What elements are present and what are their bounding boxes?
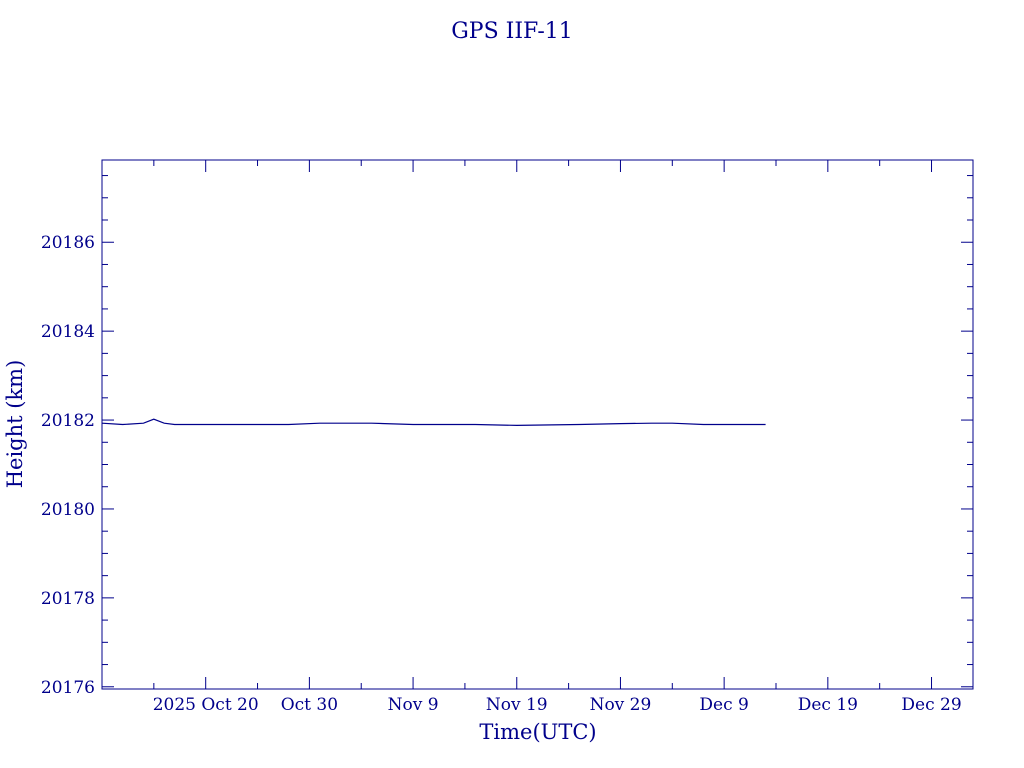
y-tick-label: 20180 — [41, 500, 95, 520]
y-tick-label: 20184 — [41, 322, 95, 342]
chart-title: GPS IIF-11 — [451, 19, 573, 44]
plot-frame — [101, 159, 974, 690]
y-tick-label: 20176 — [41, 678, 95, 698]
x-tick-label: Nov 19 — [486, 695, 548, 715]
y-tick-label: 20186 — [41, 233, 95, 253]
series-group — [101, 418, 766, 427]
x-tick-label: Oct 30 — [281, 695, 338, 715]
x-tick-label: Dec 9 — [699, 695, 748, 715]
x-tick-label: Nov 29 — [590, 695, 652, 715]
x-tick-label: 2025 Oct 20 — [153, 695, 259, 715]
y-tick-label: 20182 — [41, 411, 95, 431]
series-line — [101, 418, 766, 427]
x-axis: 2025 Oct 20 Oct 30 Nov 9 Nov 19 Nov 29 Dec 9 D… — [153, 160, 962, 715]
y-axis-label: Height (km) — [3, 360, 27, 489]
minor-ticks — [102, 160, 973, 689]
x-tick-label: Nov 9 — [388, 695, 439, 715]
x-tick-label: Dec 29 — [901, 695, 961, 715]
y-axis: 20176 20178 20180 20182 20184 20186 — [41, 233, 973, 698]
x-axis-label: Time(UTC) — [479, 720, 596, 744]
x-tick-label: Dec 19 — [798, 695, 858, 715]
y-tick-label: 20178 — [41, 589, 95, 609]
